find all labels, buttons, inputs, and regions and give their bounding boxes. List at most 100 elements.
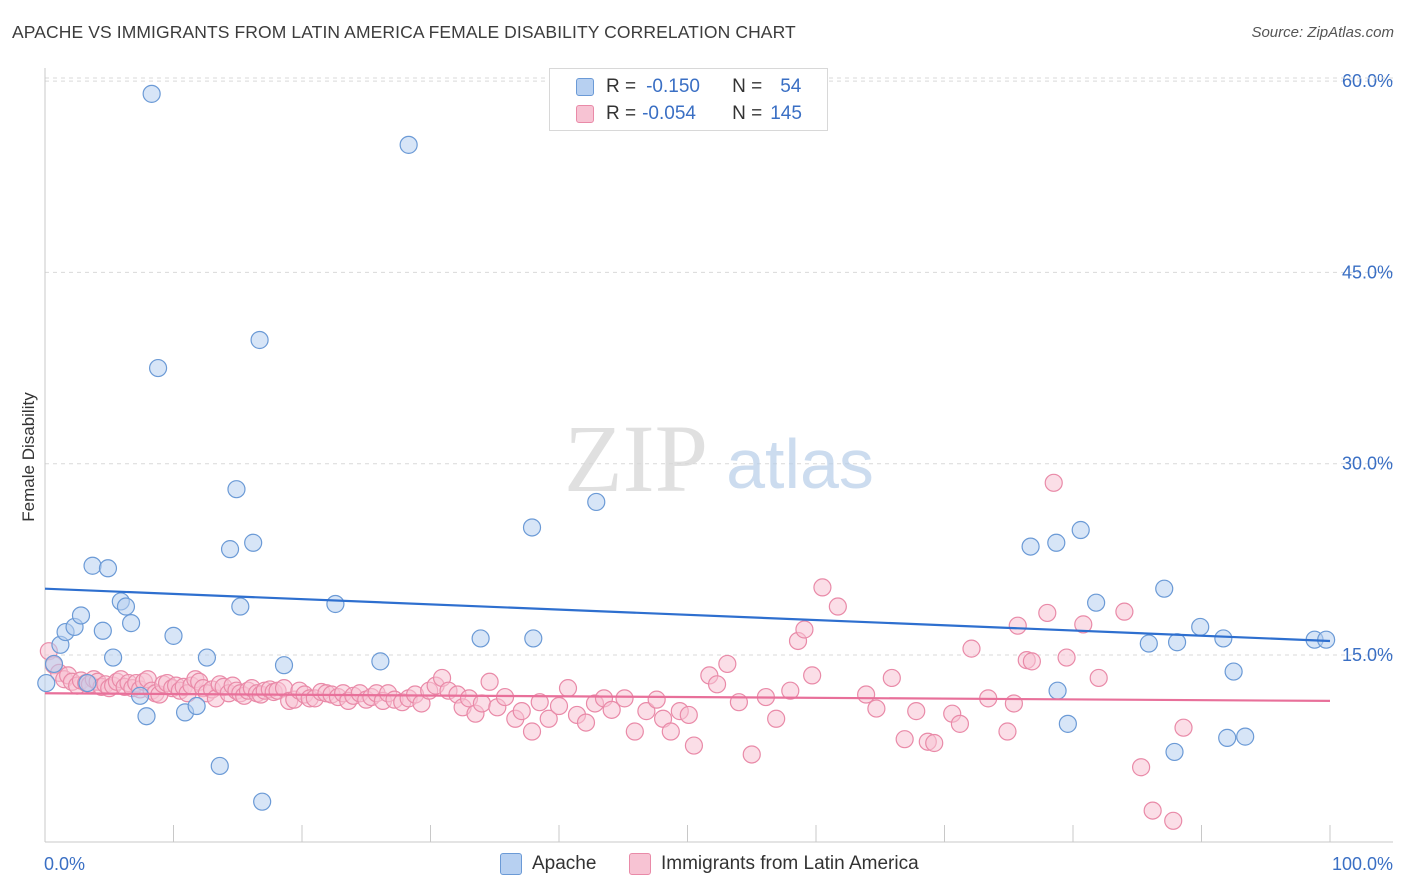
apache-point — [130, 686, 150, 705]
latam-point — [857, 685, 876, 704]
apache-point — [587, 492, 606, 512]
latam-point — [512, 702, 531, 721]
latam-point — [637, 702, 656, 721]
apache-point — [250, 330, 269, 350]
latam-point — [1022, 652, 1041, 671]
apache-point — [1058, 714, 1077, 733]
legend-latam-swatch — [629, 853, 651, 875]
apache-n-value: 54 — [780, 76, 802, 97]
apache-point — [1224, 662, 1243, 681]
y-axis-label: Female Disability — [19, 392, 38, 522]
apache-point — [371, 652, 390, 671]
latam-point — [530, 693, 549, 712]
apache-n-label: N = — [732, 76, 763, 97]
latam-point — [661, 722, 680, 741]
apache-point — [220, 540, 240, 559]
latam-point — [472, 694, 491, 713]
apache-point — [142, 84, 161, 103]
latam-trend-line — [44, 692, 1331, 703]
apache-point — [274, 656, 294, 675]
apache-point — [210, 756, 229, 776]
apache-point — [148, 358, 168, 378]
apache-point — [1218, 728, 1237, 747]
latam-point — [1038, 603, 1057, 623]
latam-point — [1143, 801, 1162, 820]
apache-point — [78, 673, 97, 693]
apache-point — [231, 597, 250, 616]
apache-point — [1047, 533, 1066, 552]
apache-point — [44, 654, 64, 674]
apache-point — [1139, 634, 1158, 653]
legend-latam-label: Immigrants from Latin America — [661, 853, 919, 874]
apache-point — [164, 626, 183, 645]
apache-point — [1236, 727, 1255, 746]
y-tick-label: 30.0% — [1342, 454, 1393, 474]
latam-point — [625, 722, 644, 741]
latam-point — [679, 705, 698, 725]
latam-point — [576, 713, 596, 732]
apache-point — [104, 648, 123, 667]
latam-r-value: -0.054 — [642, 103, 696, 124]
latam-point — [867, 699, 886, 718]
latam-point — [707, 675, 727, 694]
latam-n-value: 145 — [770, 103, 802, 124]
series-apache-points — [37, 84, 1336, 811]
apache-r-label: R = — [606, 76, 637, 97]
apache-point — [116, 597, 136, 616]
latam-point — [803, 666, 822, 685]
chart-title: APACHE VS IMMIGRANTS FROM LATIN AMERICA … — [12, 22, 796, 42]
apache-point — [1165, 742, 1184, 762]
latam-point — [684, 736, 704, 755]
apache-point — [253, 792, 272, 811]
latam-point — [480, 672, 499, 691]
latam-point — [781, 681, 800, 700]
latam-point — [522, 722, 542, 741]
latam-point — [729, 693, 749, 712]
apache-point — [1191, 617, 1210, 637]
apache-point — [1021, 537, 1040, 556]
latam-point — [795, 620, 814, 639]
y-tick-label: 60.0% — [1342, 71, 1393, 91]
y-tick-label: 15.0% — [1342, 645, 1393, 665]
apache-point — [524, 629, 543, 648]
legend-row-apache: R = -0.150 N = 54 — [550, 74, 801, 100]
apache-point — [98, 559, 118, 578]
legend-apache-swatch — [500, 853, 522, 875]
watermark-zip: ZIP — [564, 405, 708, 512]
latam-point — [539, 709, 558, 728]
latam-point — [962, 639, 981, 658]
apache-point — [83, 556, 102, 575]
apache-point — [197, 648, 217, 667]
latam-point — [558, 679, 578, 698]
latam-n-label: N = — [732, 103, 763, 124]
apache-point — [71, 606, 91, 625]
apache-point — [399, 135, 418, 154]
apache-point — [1214, 629, 1233, 648]
latam-point — [615, 689, 634, 708]
latam-point — [907, 702, 926, 721]
stats-legend: R = -0.150 N = 54 R = -0.054 N = 145 — [549, 68, 828, 131]
gridlines: 15.0% 30.0% 45.0% 60.0% — [45, 71, 1393, 665]
latam-point — [828, 597, 847, 616]
apache-point — [522, 518, 542, 537]
latam-point — [925, 733, 944, 753]
apache-point — [244, 533, 263, 552]
apache-point — [1048, 681, 1067, 700]
watermark-atlas: atlas — [726, 425, 874, 503]
latam-point — [950, 714, 970, 733]
latam-point — [1074, 615, 1093, 634]
latam-point — [1004, 694, 1023, 713]
apache-point — [326, 594, 345, 614]
axes — [44, 68, 1393, 843]
latam-point — [549, 696, 569, 716]
watermark: ZIP atlas — [564, 405, 874, 512]
latam-point — [602, 700, 621, 719]
trend-lines — [44, 587, 1331, 703]
apache-point — [137, 707, 156, 726]
latam-point — [1164, 811, 1183, 830]
apache-trend-line — [44, 587, 1331, 643]
latam-point — [1174, 718, 1193, 737]
latam-point — [1115, 602, 1134, 621]
latam-point — [767, 709, 786, 728]
